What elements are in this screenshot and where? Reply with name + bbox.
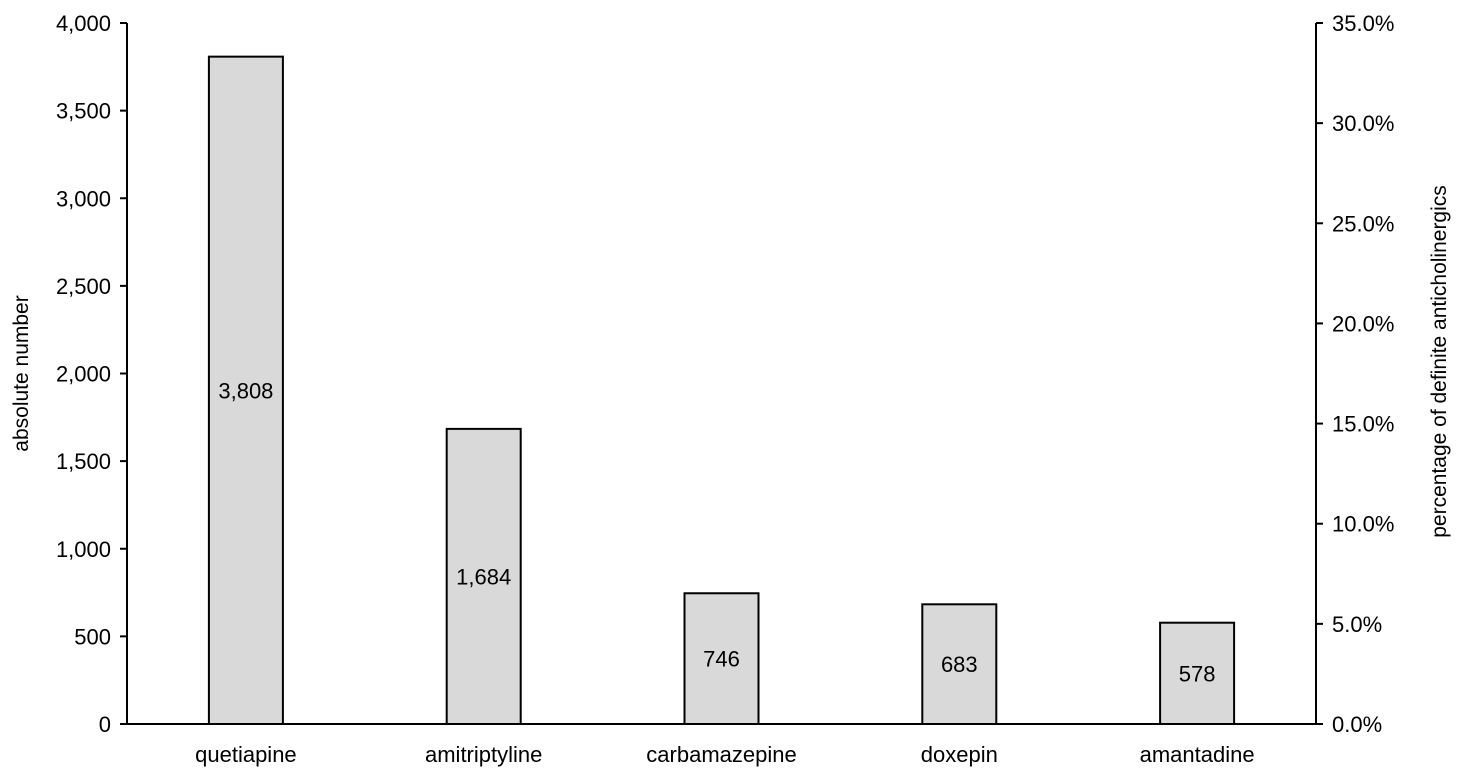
right-y-tick-label: 35.0% [1332,11,1394,36]
right-y-tick-label: 25.0% [1332,211,1394,236]
data-label-amitriptyline: 1,684 [456,564,511,589]
left-y-tick-label: 3,500 [56,99,111,124]
x-category-labels-group: quetiapine amitriptyline carbamazepine doxe… [195,742,1254,767]
left-y-tick-label: 2,500 [56,274,111,299]
bar-amitriptyline [445,427,522,725]
left-y-ticks-group: 0 500 1,000 1,500 2,000 2,500 3,000 3,500 4,000 [56,11,127,737]
x-tick-label-amantadine: amantadine [1140,742,1255,767]
left-y-tick-label: 4,000 [56,11,111,36]
x-tick-label-quetiapine: quetiapine [195,742,297,767]
right-y-tick-label: 10.0% [1332,512,1394,537]
right-y-axis-title: percentage of definite anticholinergics [1428,185,1451,538]
bar-doxepin [921,603,998,726]
right-y-tick-label: 15.0% [1332,412,1394,437]
bars-group [207,55,1236,726]
left-y-tick-label: 500 [74,624,111,649]
left-y-tick-label: 3,000 [56,186,111,211]
right-y-tick-label: 0.0% [1332,712,1382,737]
bar-quetiapine [207,55,284,725]
right-y-tick-label: 20.0% [1332,311,1394,336]
x-tick-label-carbamazepine: carbamazepine [646,742,796,767]
left-y-tick-label: 1,500 [56,449,111,474]
left-y-tick-label: 1,000 [56,537,111,562]
left-y-axis-title: absolute number [10,295,33,451]
x-tick-label-amitriptyline: amitriptyline [425,742,542,767]
data-labels-group: 3,808 1,684 746 683 578 [218,378,1215,686]
bar-carbamazepine [683,592,760,725]
left-y-tick-label: 2,000 [56,362,111,387]
data-label-amantadine: 578 [1179,661,1216,686]
right-y-tick-label: 5.0% [1332,612,1382,637]
data-label-doxepin: 683 [941,652,978,677]
data-label-quetiapine: 3,808 [218,378,273,403]
right-y-tick-label: 30.0% [1332,111,1394,136]
x-tick-label-doxepin: doxepin [921,742,998,767]
left-y-tick-label: 0 [99,712,111,737]
data-label-carbamazepine: 746 [703,647,740,672]
right-y-ticks-group: 0.0% 5.0% 10.0% 15.0% 20.0% 25.0% 30.0% 35.0% [1316,11,1394,737]
